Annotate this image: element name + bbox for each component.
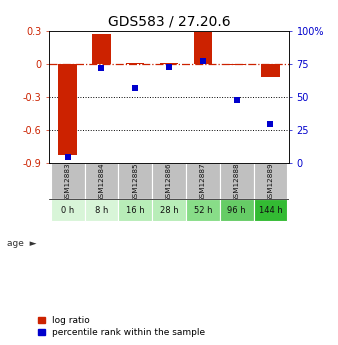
Text: GSM12888: GSM12888: [234, 162, 240, 201]
Bar: [118, 164, 152, 199]
Bar: [152, 199, 186, 221]
Point: [132, 85, 138, 91]
Bar: [261, 64, 280, 77]
Bar: [254, 164, 287, 199]
Bar: [51, 164, 84, 199]
Title: GDS583 / 27.20.6: GDS583 / 27.20.6: [108, 14, 230, 29]
Text: 8 h: 8 h: [95, 206, 108, 215]
Text: GSM12887: GSM12887: [200, 162, 206, 201]
Bar: [84, 199, 118, 221]
Point: [166, 64, 172, 70]
Text: 144 h: 144 h: [259, 206, 282, 215]
Bar: [193, 32, 212, 64]
Point: [234, 97, 239, 103]
Bar: [51, 199, 84, 221]
Bar: [126, 63, 145, 64]
Text: GSM12889: GSM12889: [267, 162, 273, 201]
Bar: [58, 64, 77, 155]
Bar: [254, 199, 287, 221]
Bar: [118, 199, 152, 221]
Text: GSM12885: GSM12885: [132, 162, 138, 201]
Bar: [227, 64, 246, 65]
Point: [200, 59, 206, 64]
Text: GSM12883: GSM12883: [65, 162, 71, 201]
Bar: [220, 164, 254, 199]
Point: [268, 121, 273, 127]
Bar: [84, 164, 118, 199]
Text: GSM12884: GSM12884: [98, 162, 104, 201]
Text: 16 h: 16 h: [126, 206, 145, 215]
Text: 96 h: 96 h: [227, 206, 246, 215]
Text: 52 h: 52 h: [194, 206, 212, 215]
Legend: log ratio, percentile rank within the sample: log ratio, percentile rank within the sa…: [38, 316, 205, 337]
Bar: [160, 63, 178, 64]
Text: GSM12886: GSM12886: [166, 162, 172, 201]
Bar: [186, 164, 220, 199]
Text: 0 h: 0 h: [61, 206, 74, 215]
Point: [65, 154, 70, 160]
Bar: [186, 199, 220, 221]
Text: 28 h: 28 h: [160, 206, 178, 215]
Text: age  ►: age ►: [7, 239, 36, 248]
Bar: [220, 199, 254, 221]
Bar: [152, 164, 186, 199]
Point: [99, 65, 104, 71]
Bar: [92, 34, 111, 64]
